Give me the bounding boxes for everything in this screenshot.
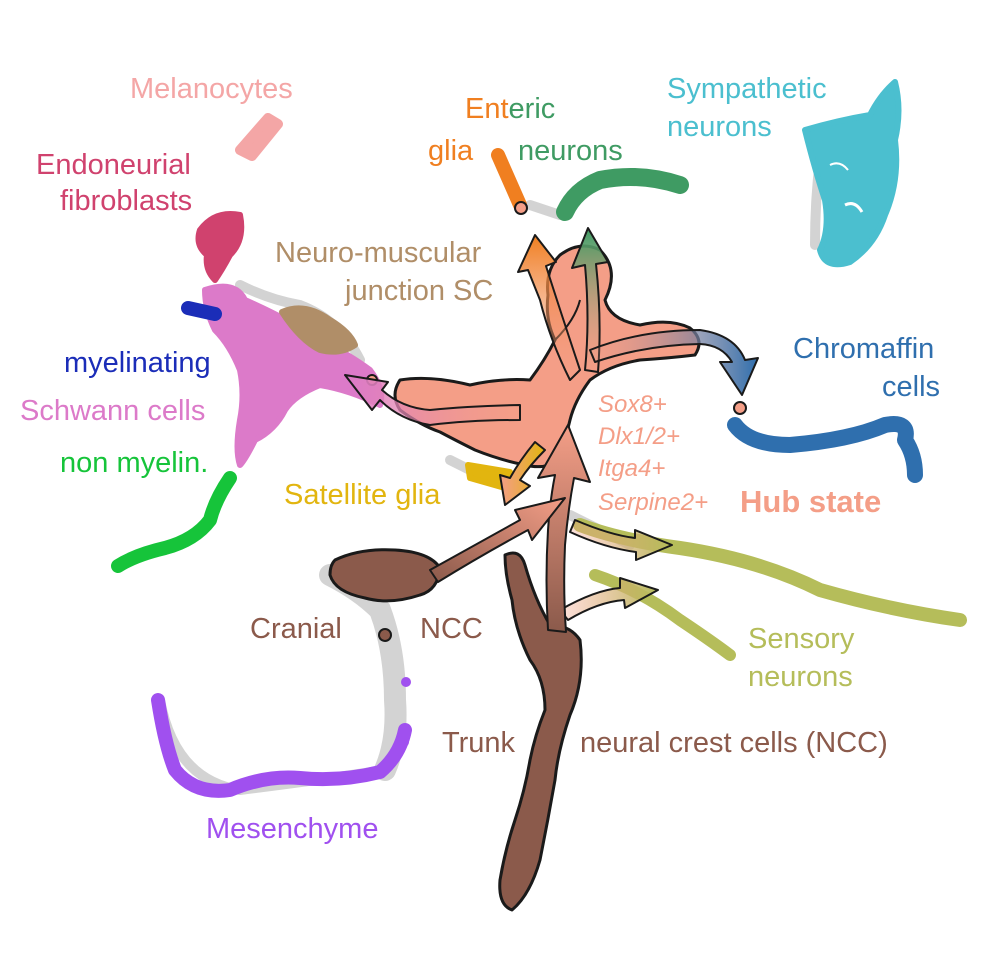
cluster-myelinating bbox=[181, 301, 222, 321]
label-satellite-glia: Satellite glia bbox=[284, 479, 441, 511]
label-marker-dlx12: Dlx1/2+ bbox=[598, 423, 680, 450]
arrow-to-chromaffin bbox=[589, 329, 759, 396]
label-trunk-ncc: neural crest cells (NCC) bbox=[580, 727, 888, 759]
label-marker-itga4: Itga4+ bbox=[598, 455, 665, 482]
label-cranial-ncc: NCC bbox=[420, 613, 483, 645]
cluster-nonmyelinating bbox=[111, 471, 237, 573]
label-nmj-2: junction SC bbox=[344, 275, 493, 307]
arrow-to-enteric-glia bbox=[517, 234, 581, 381]
cluster-nmj-schwann bbox=[279, 305, 358, 355]
cluster-mesenchyme bbox=[151, 677, 412, 798]
label-non-myelinating: non myelin. bbox=[60, 447, 208, 479]
label-mesenchyme: Mesenchyme bbox=[206, 813, 378, 845]
arrow-trunk-to-hub bbox=[537, 424, 591, 633]
label-sympathetic-1: Sympathetic bbox=[667, 73, 827, 105]
cluster-sympathetic-neurons bbox=[802, 79, 902, 268]
label-cranial: Cranial bbox=[250, 613, 342, 645]
label-melanocytes: Melanocytes bbox=[130, 73, 293, 105]
label-chromaffin-2: cells bbox=[882, 371, 940, 403]
label-endoneurial-2: fibroblasts bbox=[60, 185, 192, 217]
arrow-cranial-to-hub bbox=[429, 497, 566, 583]
arrow-to-enteric-neurons bbox=[571, 227, 609, 373]
label-schwann-cells: Schwann cells bbox=[20, 395, 205, 427]
cluster-cranial-ncc bbox=[328, 548, 442, 642]
cluster-chromaffin bbox=[727, 416, 923, 483]
label-enteric-ent: Ent bbox=[465, 93, 509, 125]
arrow-to-sensory-2 bbox=[559, 577, 659, 621]
labels: Melanocytes Endoneurial fibroblasts Ente… bbox=[20, 73, 940, 845]
label-sensory-1: Sensory bbox=[748, 623, 855, 655]
label-sympathetic-2: neurons bbox=[667, 111, 772, 143]
label-marker-sox8: Sox8+ bbox=[598, 391, 667, 418]
label-myelinating: myelinating bbox=[64, 347, 211, 379]
label-enteric-eric: eric bbox=[509, 93, 556, 125]
label-sensory-2: neurons bbox=[748, 661, 853, 693]
arrow-to-schwann bbox=[344, 374, 521, 426]
label-enteric-neurons: neurons bbox=[518, 135, 623, 167]
label-marker-serpine2: Serpine2+ bbox=[598, 489, 708, 516]
label-hub-state: Hub state bbox=[740, 484, 881, 519]
cluster-enteric-glia bbox=[491, 148, 528, 215]
cluster-endoneurial-fibroblasts bbox=[195, 211, 245, 283]
label-trunk: Trunk bbox=[442, 727, 516, 759]
arrow-to-sensory-1 bbox=[569, 519, 673, 561]
label-chromaffin-1: Chromaffin bbox=[793, 333, 934, 365]
arrow-to-satellite bbox=[499, 441, 546, 506]
label-enteric: Enteric bbox=[465, 93, 555, 125]
label-endoneurial-1: Endoneurial bbox=[36, 149, 191, 181]
label-enteric-glia: glia bbox=[428, 135, 474, 167]
label-nmj-1: Neuro-muscular bbox=[275, 237, 482, 269]
cluster-enteric-neurons bbox=[556, 167, 689, 221]
cluster-melanocytes bbox=[235, 113, 283, 161]
